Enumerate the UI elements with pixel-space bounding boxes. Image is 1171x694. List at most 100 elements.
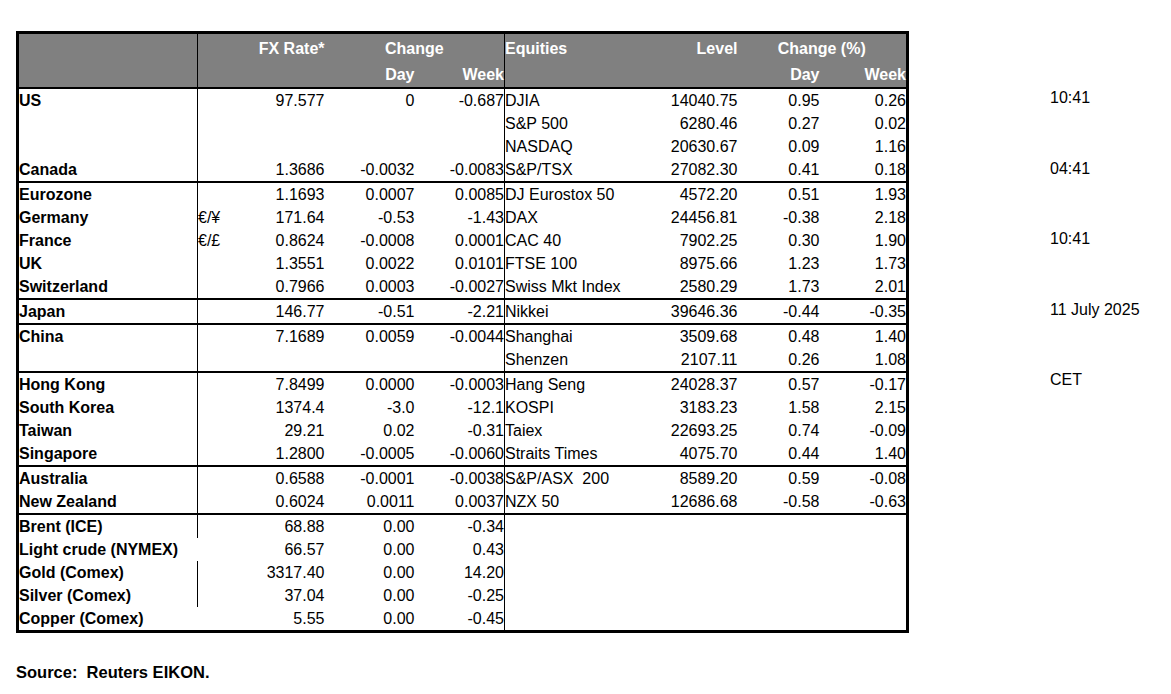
fx-day-header: Day: [325, 63, 415, 88]
equity-week-change-cell: [820, 538, 908, 561]
fx-day-change-cell: -0.0001: [325, 466, 415, 490]
fx-week-change-cell: -0.34: [415, 514, 505, 538]
fx-week-change-cell: -2.21: [415, 299, 505, 324]
fx-label-cell: Eurozone: [18, 182, 198, 206]
equity-name-cell: [505, 538, 643, 561]
fx-day-change-cell: 0.02: [325, 419, 415, 442]
equity-level-cell: 2580.29: [643, 275, 738, 299]
table-header-row-2: Day Week Day Week: [18, 63, 908, 88]
timestamp-line: 10:41: [1050, 86, 1140, 110]
fx-rate-cell: [240, 112, 325, 135]
fx-rate-cell: [240, 348, 325, 372]
fx-rate-cell: 1374.4: [240, 396, 325, 419]
fx-week-change-cell: -1.43: [415, 206, 505, 229]
fx-week-change-cell: -0.687: [415, 88, 505, 112]
fx-day-change-cell: 0.0059: [325, 324, 415, 348]
fx-day-change-cell: -0.53: [325, 206, 415, 229]
fx-rate-cell: 1.3551: [240, 252, 325, 275]
fx-day-change-cell: -3.0: [325, 396, 415, 419]
fx-day-change-cell: [325, 348, 415, 372]
equities-header: Equities: [505, 33, 643, 64]
currency-pair-cell: €/¥: [198, 206, 240, 229]
table-row: France€/£0.8624-0.00080.0001CAC 407902.2…: [18, 229, 908, 252]
table-row: UK1.35510.00220.0101FTSE 1008975.661.231…: [18, 252, 908, 275]
fx-week-header: Week: [415, 63, 505, 88]
equity-day-change-cell: 0.48: [738, 324, 820, 348]
currency-pair-cell: [198, 135, 240, 158]
fx-label-header: [18, 33, 198, 64]
equity-level-cell: 8589.20: [643, 466, 738, 490]
equity-day-change-cell: 0.41: [738, 158, 820, 182]
equity-week-change-cell: 1.40: [820, 442, 908, 466]
fx-rate-cell: 1.3686: [240, 158, 325, 182]
table-row: Australia0.6588-0.0001-0.0038S&P/ASX 200…: [18, 466, 908, 490]
fx-label-cell: Germany: [18, 206, 198, 229]
equity-level-cell: 4572.20: [643, 182, 738, 206]
fx-week-change-cell: -0.31: [415, 419, 505, 442]
fx-week-change-cell: -0.0044: [415, 324, 505, 348]
equity-week-change-cell: -0.63: [820, 490, 908, 514]
equity-level-cell: [643, 514, 738, 538]
equity-week-change-cell: 1.16: [820, 135, 908, 158]
fx-rate-cell: 1.2800: [240, 442, 325, 466]
level-header: Level: [643, 33, 738, 64]
equity-level-cell: 39646.36: [643, 299, 738, 324]
equity-day-change-cell: 0.30: [738, 229, 820, 252]
equity-name-cell: NZX 50: [505, 490, 643, 514]
equity-day-change-cell: -0.38: [738, 206, 820, 229]
fx-day-change-cell: -0.0032: [325, 158, 415, 182]
equity-day-change-cell: [738, 514, 820, 538]
equity-name-cell: NASDAQ: [505, 135, 643, 158]
fx-day-change-cell: 0.00: [325, 538, 415, 561]
table-row: US97.5770-0.687DJIA14040.750.950.26: [18, 88, 908, 112]
fx-label-cell: China: [18, 324, 198, 348]
equity-name-cell: CAC 40: [505, 229, 643, 252]
equity-name-cell: S&P/TSX: [505, 158, 643, 182]
table-row: Germany€/¥171.64-0.53-1.43DAX24456.81-0.…: [18, 206, 908, 229]
fx-week-change-cell: 0.0037: [415, 490, 505, 514]
equity-day-change-cell: 1.23: [738, 252, 820, 275]
table-row: Hong Kong7.84990.0000-0.0003Hang Seng240…: [18, 372, 908, 396]
currency-pair-cell: [198, 88, 240, 112]
fx-week-change-cell: -0.0083: [415, 158, 505, 182]
currency-pair-cell: [198, 419, 240, 442]
eq-day-header: Day: [738, 63, 820, 88]
equity-day-change-cell: 0.51: [738, 182, 820, 206]
fx-rate-cell: 0.6024: [240, 490, 325, 514]
equity-week-change-cell: 2.15: [820, 396, 908, 419]
equity-week-change-cell: [820, 584, 908, 607]
table-row: Japan146.77-0.51-2.21Nikkei39646.36-0.44…: [18, 299, 908, 324]
equity-week-change-cell: -0.17: [820, 372, 908, 396]
currency-pair-cell: [198, 442, 240, 466]
fx-rate-cell: 29.21: [240, 419, 325, 442]
equity-week-change-cell: 0.18: [820, 158, 908, 182]
fx-week-change-cell: 14.20: [415, 561, 505, 584]
equity-name-cell: [505, 514, 643, 538]
equity-level-cell: 20630.67: [643, 135, 738, 158]
fx-day-change-cell: 0.00: [325, 561, 415, 584]
fx-label-cell: Silver (Comex): [18, 584, 198, 607]
equity-level-cell: [643, 561, 738, 584]
fx-week-change-cell: 0.0085: [415, 182, 505, 206]
fx-day-change-cell: 0.0007: [325, 182, 415, 206]
fx-rate-cell: 68.88: [240, 514, 325, 538]
equity-week-change-cell: -0.09: [820, 419, 908, 442]
fx-rate-cell: 146.77: [240, 299, 325, 324]
table-row: Brent (ICE)68.880.00-0.34: [18, 514, 908, 538]
currency-pair-cell: [198, 396, 240, 419]
table-row: New Zealand0.60240.00110.0037NZX 5012686…: [18, 490, 908, 514]
fx-rate-cell: 7.8499: [240, 372, 325, 396]
equity-week-change-cell: -0.08: [820, 466, 908, 490]
fx-week-change-cell: [415, 348, 505, 372]
equity-week-change-cell: 0.26: [820, 88, 908, 112]
currency-pair-cell: [198, 275, 240, 299]
equity-week-change-cell: [820, 514, 908, 538]
equity-level-cell: 27082.30: [643, 158, 738, 182]
table-header-row-1: FX Rate* Change Equities Level Change (%…: [18, 33, 908, 64]
market-data-table: FX Rate* Change Equities Level Change (%…: [16, 31, 909, 633]
equity-level-cell: 8975.66: [643, 252, 738, 275]
currency-pair-cell: €/£: [198, 229, 240, 252]
equity-week-change-cell: 1.73: [820, 252, 908, 275]
fx-day-change-cell: -0.0008: [325, 229, 415, 252]
equity-name-cell: Hang Seng: [505, 372, 643, 396]
